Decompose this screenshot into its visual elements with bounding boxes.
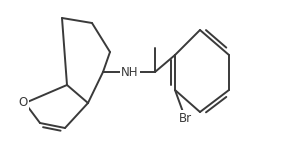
Text: Br: Br <box>178 112 192 124</box>
Text: NH: NH <box>121 66 139 78</box>
Text: O: O <box>18 97 28 109</box>
